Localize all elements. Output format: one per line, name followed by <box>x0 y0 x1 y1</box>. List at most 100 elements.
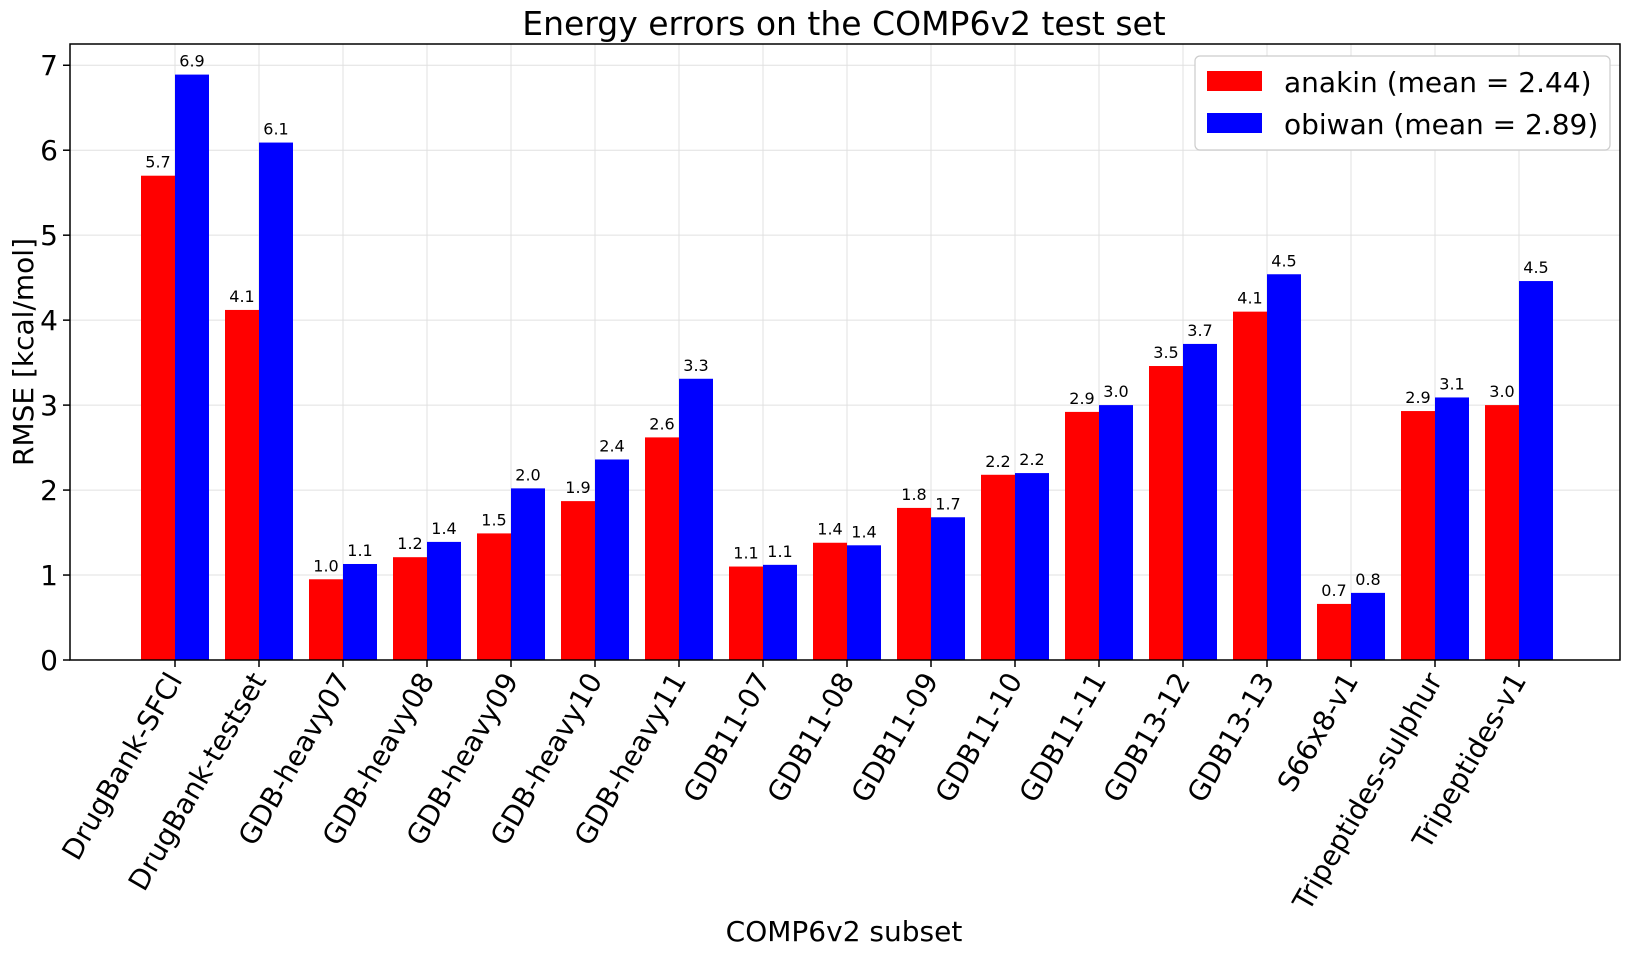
y-tick-label: 5 <box>40 219 58 252</box>
bar-anakin <box>477 533 511 660</box>
x-tick-label: GDB13-12 <box>1097 667 1197 808</box>
y-tick-label: 4 <box>40 304 58 337</box>
bar-value-label-anakin: 3.0 <box>1489 382 1514 401</box>
x-tick-label: GDB11-09 <box>845 667 945 808</box>
bar-value-label-anakin: 2.2 <box>985 452 1010 471</box>
bar-obiwan <box>595 459 629 660</box>
bar-obiwan <box>343 563 377 660</box>
bar-obiwan <box>1435 397 1469 660</box>
bar-value-label-anakin: 0.7 <box>1321 581 1346 600</box>
y-tick-label: 2 <box>40 474 58 507</box>
legend-label-anakin: anakin (mean = 2.44) <box>1284 66 1592 99</box>
bar-value-label-anakin: 2.9 <box>1405 388 1430 407</box>
bar-value-label-obiwan: 4.5 <box>1523 258 1548 277</box>
x-tick-label: GDB11-11 <box>1013 667 1113 808</box>
bar-anakin <box>1401 411 1435 660</box>
y-tick-label: 0 <box>40 644 58 677</box>
bars <box>141 74 1553 661</box>
bar-anakin <box>981 474 1015 660</box>
bar-value-label-anakin: 2.9 <box>1069 389 1094 408</box>
x-tick-label: Tripeptides-sulphur <box>1286 667 1450 917</box>
bar-anakin <box>1149 366 1183 660</box>
legend-swatch-obiwan <box>1207 113 1262 133</box>
bar-value-label-anakin: 1.1 <box>733 544 758 563</box>
bar-obiwan <box>427 541 461 660</box>
bar-obiwan <box>847 545 881 660</box>
bar-anakin <box>813 542 847 660</box>
x-tick-label: GDB11-07 <box>677 667 777 808</box>
bar-value-label-anakin: 1.8 <box>901 485 926 504</box>
bar-value-label-obiwan: 6.1 <box>263 120 288 139</box>
bar-value-label-anakin: 3.5 <box>1153 343 1178 362</box>
bar-anakin <box>1317 603 1351 660</box>
bar-value-label-obiwan: 1.7 <box>935 494 960 513</box>
y-tick-label: 6 <box>40 134 58 167</box>
bar-anakin <box>897 507 931 660</box>
plot-frame <box>69 43 1621 661</box>
bar-obiwan <box>1519 281 1553 660</box>
bar-value-label-anakin: 1.4 <box>817 520 842 539</box>
bar-value-label-obiwan: 3.3 <box>683 356 708 375</box>
bar-value-label-obiwan: 4.5 <box>1271 251 1296 270</box>
bar-obiwan <box>1267 274 1301 660</box>
x-axis-ticks: DrugBank-SFClDrugBank-testsetGDB-heavy07… <box>55 660 1533 917</box>
bar-anakin <box>1233 311 1267 660</box>
bar-anakin <box>1065 411 1099 660</box>
y-tick-label: 3 <box>40 389 58 422</box>
x-axis-label: COMP6v2 subset <box>726 915 963 948</box>
bar-anakin <box>729 566 763 660</box>
bar-value-label-obiwan: 6.9 <box>179 52 204 71</box>
bar-value-label-anakin: 2.6 <box>649 414 674 433</box>
bar-value-label-obiwan: 2.2 <box>1019 450 1044 469</box>
bar-value-label-obiwan: 1.4 <box>851 522 876 541</box>
bar-obiwan <box>931 517 965 660</box>
bar-anakin <box>1485 405 1519 660</box>
bar-value-label-anakin: 4.1 <box>229 287 254 306</box>
y-tick-label: 1 <box>40 559 58 592</box>
bar-anakin <box>561 501 595 660</box>
bar-obiwan <box>1351 592 1385 660</box>
bar-obiwan <box>679 378 713 660</box>
bar-value-label-obiwan: 1.1 <box>767 542 792 561</box>
y-axis-ticks: 0 1 2 3 4 5 6 7 <box>40 49 70 677</box>
bar-value-label-obiwan: 2.4 <box>599 436 624 455</box>
x-tick-label: S66x8-v1 <box>1271 667 1365 797</box>
bar-anakin <box>645 437 679 660</box>
y-tick-label: 7 <box>40 49 58 82</box>
legend-label-obiwan: obiwan (mean = 2.89) <box>1284 108 1598 141</box>
bar-value-label-obiwan: 3.0 <box>1103 382 1128 401</box>
bar-value-label-anakin: 1.0 <box>313 556 338 575</box>
bar-obiwan <box>511 488 545 660</box>
bar-value-label-obiwan: 3.1 <box>1439 374 1464 393</box>
bar-value-label-obiwan: 1.4 <box>431 519 456 538</box>
legend-box <box>1194 55 1611 151</box>
bar-anakin <box>393 557 427 660</box>
bar-value-label-obiwan: 0.8 <box>1355 570 1380 589</box>
x-tick-label: GDB11-08 <box>761 667 861 808</box>
legend: anakin (mean = 2.44) obiwan (mean = 2.89… <box>1194 55 1611 151</box>
bar-value-label-anakin: 5.7 <box>145 153 170 172</box>
bar-value-label-obiwan: 3.7 <box>1187 321 1212 340</box>
bar-value-label-obiwan: 2.0 <box>515 465 540 484</box>
bar-obiwan <box>1183 343 1217 660</box>
bar-value-labels: 5.7 6.9 4.1 6.1 1.0 1.1 1.2 1.4 1.5 2.0 1.9 2.4 2.6 3… <box>145 52 1548 600</box>
bar-obiwan <box>259 142 293 660</box>
bar-obiwan <box>1015 473 1049 660</box>
chart-title: Energy errors on the COMP6v2 test set <box>522 4 1166 43</box>
y-axis-label: RMSE [kcal/mol] <box>7 238 40 466</box>
bar-anakin <box>225 309 259 660</box>
bar-value-label-anakin: 1.5 <box>481 510 506 529</box>
bar-value-label-obiwan: 1.1 <box>347 541 372 560</box>
x-tick-label: GDB13-13 <box>1181 667 1281 808</box>
bar-obiwan <box>175 74 209 660</box>
bar-anakin <box>309 579 343 660</box>
x-tick-label: GDB11-10 <box>929 667 1029 808</box>
bar-anakin <box>141 175 175 661</box>
bar-obiwan <box>1099 405 1133 660</box>
bar-value-label-anakin: 1.9 <box>565 478 590 497</box>
bar-value-label-anakin: 4.1 <box>1237 289 1262 308</box>
bar-value-label-anakin: 1.2 <box>397 534 422 553</box>
bar-obiwan <box>763 564 797 660</box>
legend-swatch-anakin <box>1207 71 1262 91</box>
